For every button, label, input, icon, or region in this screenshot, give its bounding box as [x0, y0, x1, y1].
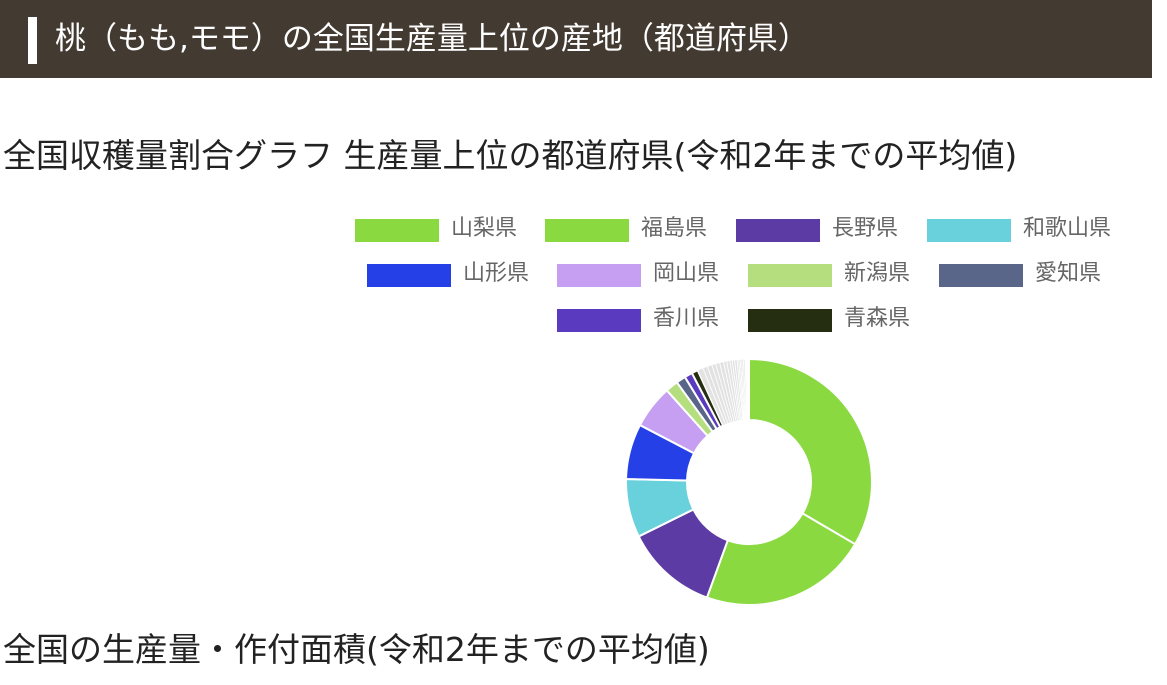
slice-山梨県[interactable]	[748, 357, 873, 546]
header-accent-bar	[28, 17, 37, 64]
production-section-title: 全国の生産量・作付面積(令和2年までの平均値)	[3, 630, 710, 669]
slice-福島県[interactable]	[705, 511, 857, 606]
chart-section-title: 全国収穫量割合グラフ 生産量上位の都道府県(令和2年までの平均値)	[3, 136, 1018, 175]
page-header: 桃（もも,モモ）の全国生産量上位の産地（都道府県）	[0, 0, 1152, 78]
page-title: 桃（もも,モモ）の全国生産量上位の産地（都道府県）	[55, 21, 809, 57]
slice-other[interactable]	[747, 358, 750, 421]
